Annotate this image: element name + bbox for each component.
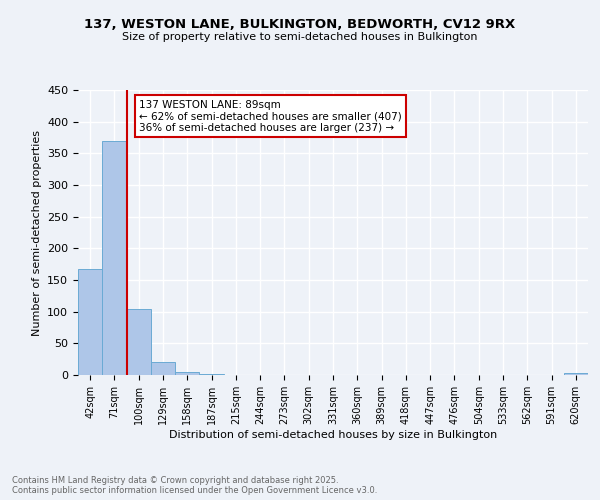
Bar: [564, 373, 588, 375]
X-axis label: Distribution of semi-detached houses by size in Bulkington: Distribution of semi-detached houses by …: [169, 430, 497, 440]
Y-axis label: Number of semi-detached properties: Number of semi-detached properties: [32, 130, 41, 336]
Bar: [175, 372, 199, 375]
Text: 137, WESTON LANE, BULKINGTON, BEDWORTH, CV12 9RX: 137, WESTON LANE, BULKINGTON, BEDWORTH, …: [85, 18, 515, 30]
Bar: [151, 362, 175, 375]
Text: Contains HM Land Registry data © Crown copyright and database right 2025.
Contai: Contains HM Land Registry data © Crown c…: [12, 476, 377, 495]
Bar: [127, 308, 151, 375]
Bar: [102, 140, 127, 375]
Text: Size of property relative to semi-detached houses in Bulkington: Size of property relative to semi-detach…: [122, 32, 478, 42]
Bar: [78, 268, 102, 375]
Bar: [199, 374, 224, 375]
Text: 137 WESTON LANE: 89sqm
← 62% of semi-detached houses are smaller (407)
36% of se: 137 WESTON LANE: 89sqm ← 62% of semi-det…: [139, 100, 401, 132]
